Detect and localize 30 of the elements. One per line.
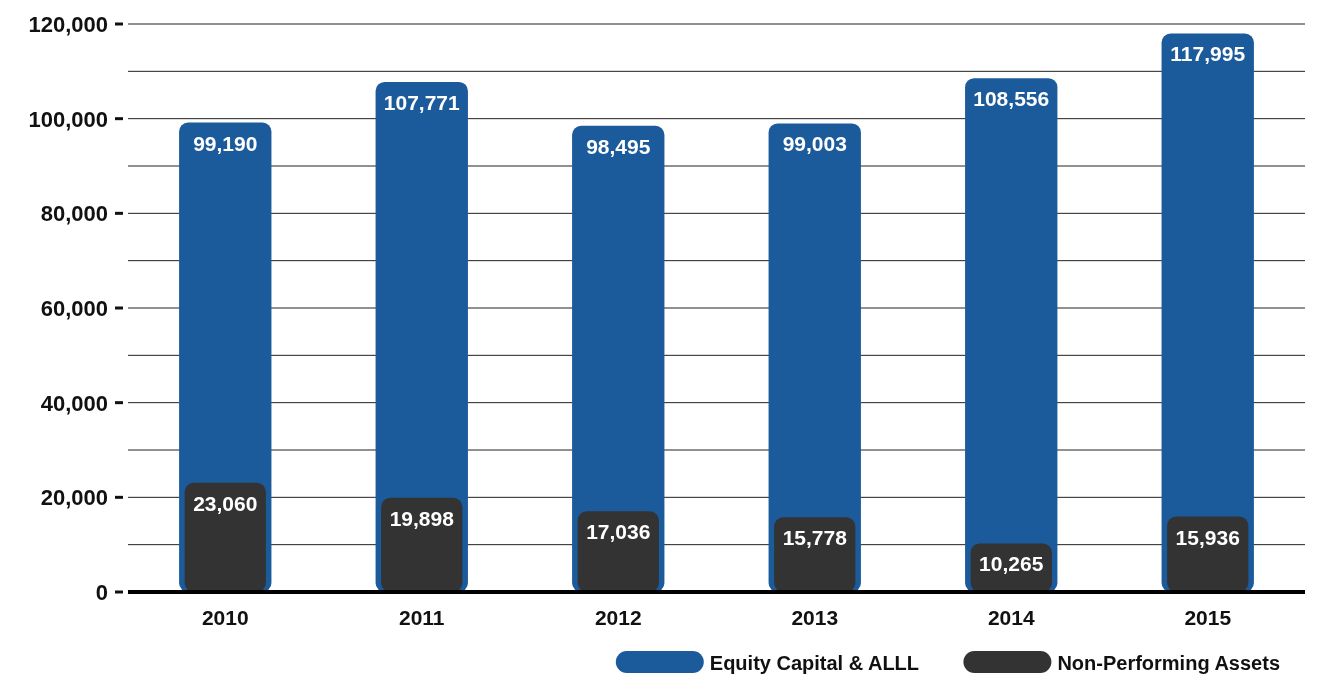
- x-tick-label: 2014: [987, 606, 1035, 629]
- data-label: 98,495: [586, 134, 651, 158]
- y-tick-label: 20,000: [40, 485, 108, 511]
- data-label: 10,265: [979, 552, 1044, 576]
- data-label: 15,936: [1175, 525, 1240, 549]
- data-label: 19,898: [389, 506, 455, 530]
- legend-label: Equity Capital & ALLL: [709, 652, 920, 674]
- x-tick-label: 2012: [594, 606, 642, 629]
- legend-label: Non-Performing Assets: [1057, 652, 1281, 674]
- bar: [184, 482, 266, 592]
- x-tick-label: 2015: [1184, 606, 1232, 629]
- y-tick-label: 120,000: [28, 12, 108, 37]
- x-tick-label: 2011: [398, 606, 445, 629]
- x-tick-label: 2013: [791, 606, 839, 629]
- data-label: 99,003: [782, 132, 847, 156]
- data-label: 117,995: [1170, 42, 1246, 66]
- y-tick-label: 80,000: [40, 201, 108, 227]
- data-label: 99,190: [193, 131, 258, 155]
- data-label: 108,556: [973, 87, 1050, 111]
- y-tick-label: 60,000: [40, 296, 108, 321]
- data-label: 15,778: [782, 526, 848, 550]
- data-label: 107,771: [383, 90, 461, 114]
- bar: [1161, 33, 1254, 592]
- y-tick-label: 100,000: [28, 106, 108, 132]
- bar: [965, 78, 1058, 592]
- data-label: 23,060: [193, 491, 258, 515]
- y-tick-label: 40,000: [40, 390, 108, 416]
- y-tick-label: 0: [95, 580, 108, 605]
- data-label: 17,036: [586, 520, 651, 544]
- x-tick-label: 2010: [201, 606, 249, 629]
